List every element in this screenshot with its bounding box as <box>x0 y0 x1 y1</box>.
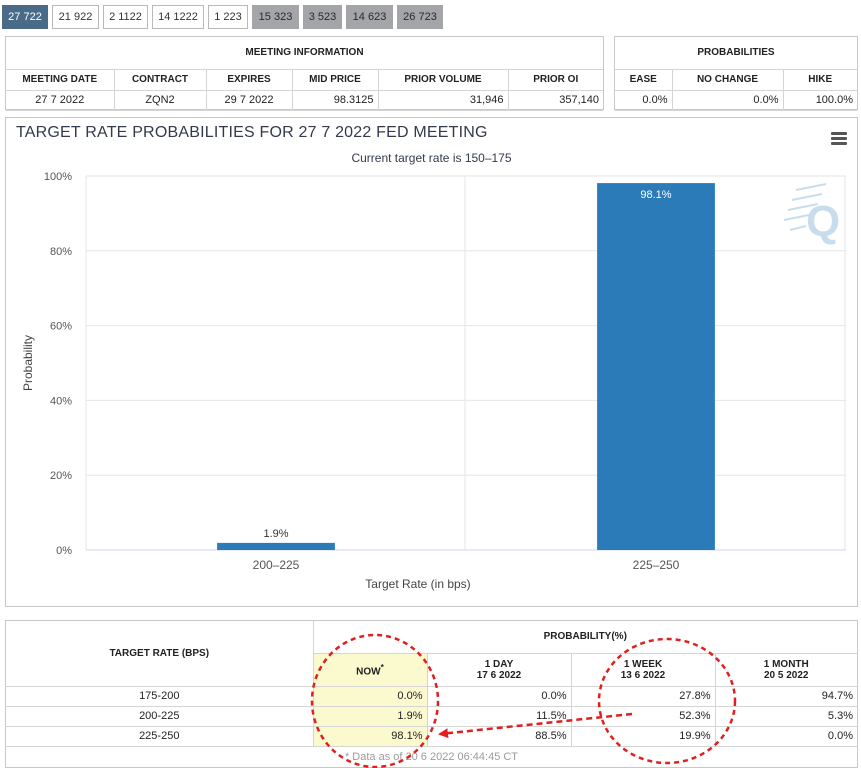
col-prior-oi: PRIOR OI <box>507 68 603 91</box>
col-1-day-label: 1 DAY <box>484 658 514 670</box>
x-axis-title: Target Rate (in bps) <box>365 577 470 591</box>
week-cell: 27.8% <box>570 685 716 707</box>
chart-bars <box>217 183 715 550</box>
tab-2-1122[interactable]: 2 1122 <box>103 5 148 29</box>
probability-history-table: TARGET RATE (BPS) PROBABILITY(%) NOW* 1 … <box>6 621 857 767</box>
col-meeting-date: MEETING DATE <box>6 68 115 91</box>
rate-cell: 175-200 <box>6 685 314 707</box>
target-rate-chart-panel: TARGET RATE PROBABILITIES FOR 27 7 2022 … <box>5 117 858 607</box>
col-now: NOW* <box>312 652 428 687</box>
day-cell: 0.0% <box>426 685 572 707</box>
table-row: 175-200 0.0% 0.0% 27.8% 94.7% <box>6 685 857 707</box>
bar <box>217 542 335 550</box>
col-ease: EASE <box>615 68 673 91</box>
probabilities-header: PROBABILITIES <box>615 37 857 70</box>
chart-labels: 0% 20% 40% 60% 80% 100% 1.9% 200–225 98.1% 225–25… <box>44 171 680 572</box>
x-tick-label: 225–250 <box>633 558 680 572</box>
y-tick-label: 40% <box>50 395 72 407</box>
hamburger-menu-icon[interactable] <box>831 132 847 146</box>
col-1-week-date: 13 6 2022 <box>620 669 666 681</box>
month-cell: 0.0% <box>714 725 857 747</box>
ease-value: 0.0% <box>615 89 673 111</box>
meeting-information-table: MEETING INFORMATION MEETING DATE CONTRAC… <box>6 37 603 111</box>
tab-1-223[interactable]: 1 223 <box>208 5 248 29</box>
table-row: 200-225 1.9% 11.5% 52.3% 5.3% <box>6 705 857 727</box>
target-rate-header: TARGET RATE (BPS) <box>6 621 314 687</box>
meeting-information-header: MEETING INFORMATION <box>6 37 603 70</box>
now-cell: 1.9% <box>312 705 428 727</box>
month-cell: 94.7% <box>714 685 857 707</box>
hike-value: 100.0% <box>782 89 857 111</box>
rate-cell: 200-225 <box>6 705 314 727</box>
col-1-day: 1 DAY 17 6 2022 <box>426 652 572 687</box>
probability-header: PROBABILITY(%) <box>312 621 857 654</box>
tab-14-1222[interactable]: 14 1222 <box>152 5 204 29</box>
meeting-date-value: 27 7 2022 <box>6 89 115 111</box>
col-expires: EXPIRES <box>205 68 293 91</box>
month-cell: 5.3% <box>714 705 857 727</box>
chart-grid <box>85 175 846 551</box>
now-cell: 98.1% <box>312 725 428 747</box>
col-1-month-label: 1 MONTH <box>763 658 809 670</box>
tab-21-922[interactable]: 21 922 <box>52 5 99 29</box>
week-cell: 52.3% <box>570 705 716 727</box>
meeting-information-panel: MEETING INFORMATION MEETING DATE CONTRAC… <box>5 36 604 111</box>
day-cell: 88.5% <box>426 725 572 747</box>
col-hike: HIKE <box>782 68 857 91</box>
mid-price-value: 98.3125 <box>291 89 379 111</box>
tab-3-523[interactable]: 3 523 <box>303 5 342 29</box>
data-label: 1.9% <box>263 528 288 540</box>
col-no-change: NO CHANGE <box>671 68 784 91</box>
col-prior-volume: PRIOR VOLUME <box>377 68 509 91</box>
col-1-month: 1 MONTH 20 5 2022 <box>714 652 857 687</box>
y-tick-label: 60% <box>50 321 72 333</box>
now-cell: 0.0% <box>312 685 428 707</box>
now-label: NOW <box>356 666 381 678</box>
y-axis-title: Probability <box>21 335 35 391</box>
tab-27-722[interactable]: 27 722 <box>2 5 48 29</box>
col-mid-price: MID PRICE <box>291 68 379 91</box>
col-1-week: 1 WEEK 13 6 2022 <box>570 652 716 687</box>
probabilities-panel: PROBABILITIES EASE NO CHANGE HIKE 0.0% 0… <box>614 36 858 111</box>
col-1-week-label: 1 WEEK <box>623 658 663 670</box>
col-contract: CONTRACT <box>113 68 207 91</box>
probability-history-panel: TARGET RATE (BPS) PROBABILITY(%) NOW* 1 … <box>5 620 858 768</box>
rate-cell: 225-250 <box>6 725 314 747</box>
chart-title: TARGET RATE PROBABILITIES FOR 27 7 2022 … <box>16 124 488 141</box>
prior-volume-value: 31,946 <box>377 89 509 111</box>
contract-value: ZQN2 <box>113 89 207 111</box>
x-tick-label: 200–225 <box>253 558 300 572</box>
y-tick-label: 80% <box>50 246 72 258</box>
no-change-value: 0.0% <box>671 89 784 111</box>
col-1-month-date: 20 5 2022 <box>764 669 809 681</box>
tab-26-723[interactable]: 26 723 <box>397 5 443 29</box>
probabilities-table: PROBABILITIES EASE NO CHANGE HIKE 0.0% 0… <box>615 37 857 111</box>
bar <box>597 183 715 550</box>
table-row: 225-250 98.1% 88.5% 19.9% 0.0% <box>6 725 857 747</box>
tab-14-623[interactable]: 14 623 <box>346 5 393 29</box>
data-timestamp-footnote: * Data as of 20 6 2022 06:44:45 CT <box>6 745 857 767</box>
chart-subtitle: Current target rate is 150–175 <box>351 151 512 165</box>
col-1-day-date: 17 6 2022 <box>476 669 522 681</box>
y-tick-label: 20% <box>50 470 72 482</box>
expires-value: 29 7 2022 <box>205 89 293 111</box>
prior-oi-value: 357,140 <box>507 89 603 111</box>
day-cell: 11.5% <box>426 705 572 727</box>
now-asterisk: * <box>380 661 384 672</box>
y-tick-label: 0% <box>56 545 72 557</box>
cme-q-logo: Q <box>783 183 840 246</box>
y-tick-label: 100% <box>44 171 72 183</box>
tab-15-323[interactable]: 15 323 <box>252 5 299 29</box>
week-cell: 19.9% <box>570 725 716 747</box>
data-label: 98.1% <box>640 189 671 201</box>
svg-text:Q: Q <box>806 197 840 246</box>
bar-chart: Q 0% 20% 40% 60% 80% 100% 1.9% 200–225 98.1% 225–… <box>21 171 846 591</box>
